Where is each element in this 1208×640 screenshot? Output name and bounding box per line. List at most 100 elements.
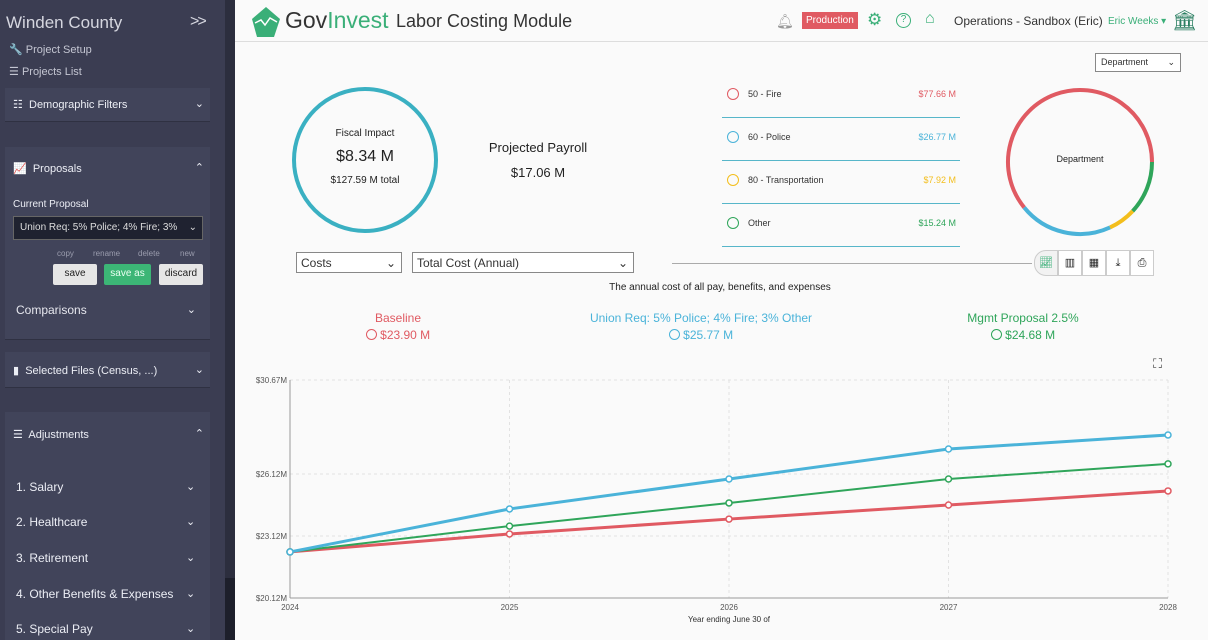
panel-header[interactable]: ☰ Adjustments <box>13 428 89 441</box>
scrollbar-thumb[interactable] <box>225 578 235 640</box>
data-point[interactable] <box>1164 487 1172 495</box>
data-point[interactable] <box>725 515 733 523</box>
chevron-up-icon[interactable]: ⌃ <box>194 162 204 174</box>
chevron-down-icon[interactable]: ⌄ <box>186 304 196 316</box>
data-point[interactable] <box>725 499 733 507</box>
data-point[interactable] <box>505 505 514 513</box>
data-point[interactable] <box>944 501 953 509</box>
donut-slice[interactable] <box>1109 209 1135 230</box>
logo-invest: Invest <box>327 7 389 33</box>
print-icon[interactable]: ⎙ <box>1130 250 1154 276</box>
donut-slice[interactable] <box>1022 206 1111 236</box>
chevron-down-icon: ⌄ <box>385 256 396 270</box>
delete-link[interactable]: delete <box>138 249 160 258</box>
govinvest-logo[interactable]: GovInvest <box>285 7 389 34</box>
save-button[interactable]: save <box>53 264 97 285</box>
demographic-filters-panel[interactable]: ☷ Demographic Filters ⌄ <box>5 88 210 122</box>
selected-files-panel[interactable]: ▮ Selected Files (Census, ...) ⌄ <box>5 352 210 388</box>
download-icon[interactable]: ⤓ <box>1106 250 1130 276</box>
copy-link[interactable]: copy <box>57 249 74 258</box>
legend-circle-icon[interactable] <box>727 88 739 100</box>
sidebar-scrollbar[interactable] <box>225 0 235 640</box>
department-legend-row[interactable]: Other $15.24 M <box>722 204 960 247</box>
fullscreen-icon[interactable]: ⛶ <box>1153 356 1163 371</box>
logo-gov: Gov <box>285 7 328 33</box>
panel-header: ☷ Demographic Filters <box>13 98 127 111</box>
x-tick-label: 2027 <box>940 603 958 612</box>
scenario-toggle-icon[interactable] <box>990 329 1002 340</box>
collapse-sidebar-button[interactable]: >> <box>190 13 207 30</box>
scenario-toggle-icon[interactable] <box>365 329 377 340</box>
new-link[interactable]: new <box>180 249 195 258</box>
line-chart-icon[interactable]: 📈︎ <box>1034 250 1058 276</box>
panel-header[interactable]: 📈 Proposals <box>13 162 82 175</box>
panel-title: Demographic Filters <box>29 99 128 111</box>
gear-icon[interactable]: ⚙ <box>867 10 883 29</box>
county-title: Winden County <box>6 13 123 32</box>
select-value: Costs <box>301 256 332 270</box>
data-point[interactable] <box>286 548 294 556</box>
scenario-value: $24.68 M <box>1005 328 1056 342</box>
home-icon[interactable]: ⌂ <box>925 10 935 27</box>
group-by-select[interactable]: Department ⌄ <box>1095 53 1181 72</box>
discard-button[interactable]: discard <box>159 264 203 285</box>
user-menu[interactable]: Eric Weeks ▾ <box>1108 16 1167 27</box>
legend-circle-icon[interactable] <box>727 174 739 186</box>
adjustments-panel: ☰ Adjustments ⌃ <box>5 412 210 640</box>
department-legend-row[interactable]: 60 - Police $26.77 M <box>722 118 960 161</box>
chart-icon: 📈 <box>13 163 27 175</box>
donut-slice[interactable] <box>1131 161 1154 213</box>
project-setup-link[interactable]: 🔧 Project Setup <box>9 43 92 56</box>
chevron-down-icon: ⌄ <box>1167 57 1175 67</box>
chevron-down-icon[interactable]: ⌄ <box>194 98 204 110</box>
adjustment-healthcare[interactable]: 2. Healthcare <box>16 515 88 529</box>
cost-line-chart: $20.12M $23.12M $26.12M $30.67M 2024 2025 2026… <box>256 376 1178 624</box>
donut-slice[interactable] <box>1006 88 1154 209</box>
table-icon[interactable]: ▦ <box>1082 250 1106 276</box>
legend-circle-icon[interactable] <box>727 217 739 229</box>
workspace-label[interactable]: Operations - Sandbox (Eric) <box>954 14 1103 28</box>
data-point[interactable] <box>944 445 953 453</box>
save-as-button[interactable]: save as <box>104 264 151 285</box>
bell-icon[interactable]: 🔔︎ <box>776 13 794 29</box>
department-legend-row[interactable]: 50 - Fire $77.66 M <box>722 75 960 118</box>
x-tick-label: 2025 <box>501 603 519 612</box>
data-point[interactable] <box>725 475 733 483</box>
chevron-up-icon[interactable]: ⌃ <box>194 428 204 440</box>
data-point[interactable] <box>944 475 953 483</box>
metric-select[interactable]: Total Cost (Annual) ⌄ <box>412 252 634 273</box>
current-proposal-select[interactable]: Union Req: 5% Police; 4% Fire; 3% ⌄ <box>13 216 203 240</box>
bar-chart-icon[interactable]: ▥ <box>1058 250 1082 276</box>
department-legend-row[interactable]: 80 - Transportation $7.92 M <box>722 161 960 204</box>
category-select[interactable]: Costs ⌄ <box>296 252 402 273</box>
scenario-summary: Mgmt Proposal 2.5% $24.68 M <box>873 311 1173 342</box>
rename-link[interactable]: rename <box>93 249 121 258</box>
data-point[interactable] <box>1164 460 1172 468</box>
scenario-toggle-icon[interactable] <box>668 329 680 340</box>
environment-badge: Production <box>802 12 858 29</box>
total-cost-value: $127.59 M total <box>330 175 400 186</box>
data-point[interactable] <box>505 530 514 538</box>
department-name: 60 - Police <box>748 132 791 142</box>
chevron-down-icon[interactable]: ⌄ <box>194 364 204 376</box>
data-point[interactable] <box>1164 431 1172 439</box>
scenario-summary: Baseline $23.90 M <box>248 311 548 342</box>
comparisons-toggle[interactable]: Comparisons <box>16 303 87 317</box>
institution-icon[interactable]: 🏛︎ <box>1172 10 1198 32</box>
chevron-down-icon[interactable]: ⌄ <box>186 552 196 564</box>
help-icon[interactable]: ? <box>896 13 911 28</box>
chevron-down-icon[interactable]: ⌄ <box>186 623 196 635</box>
adjustment-retirement[interactable]: 3. Retirement <box>16 551 89 565</box>
department-value: $77.66 M <box>918 89 956 99</box>
chevron-down-icon: ⌄ <box>617 256 628 270</box>
adjustment-special-pay[interactable]: 5. Special Pay <box>16 622 93 636</box>
adjustment-salary[interactable]: 1. Salary <box>16 480 64 494</box>
projects-list-link[interactable]: ☰ Projects List <box>9 65 82 78</box>
chevron-down-icon[interactable]: ⌄ <box>186 588 196 600</box>
chevron-down-icon[interactable]: ⌄ <box>186 516 196 528</box>
y-tick-label: $20.12M <box>256 594 287 603</box>
legend-circle-icon[interactable] <box>727 131 739 143</box>
adjustment-other-benefits[interactable]: 4. Other Benefits & Expenses <box>16 587 174 601</box>
chevron-down-icon[interactable]: ⌄ <box>186 481 196 493</box>
data-point[interactable] <box>505 522 514 530</box>
